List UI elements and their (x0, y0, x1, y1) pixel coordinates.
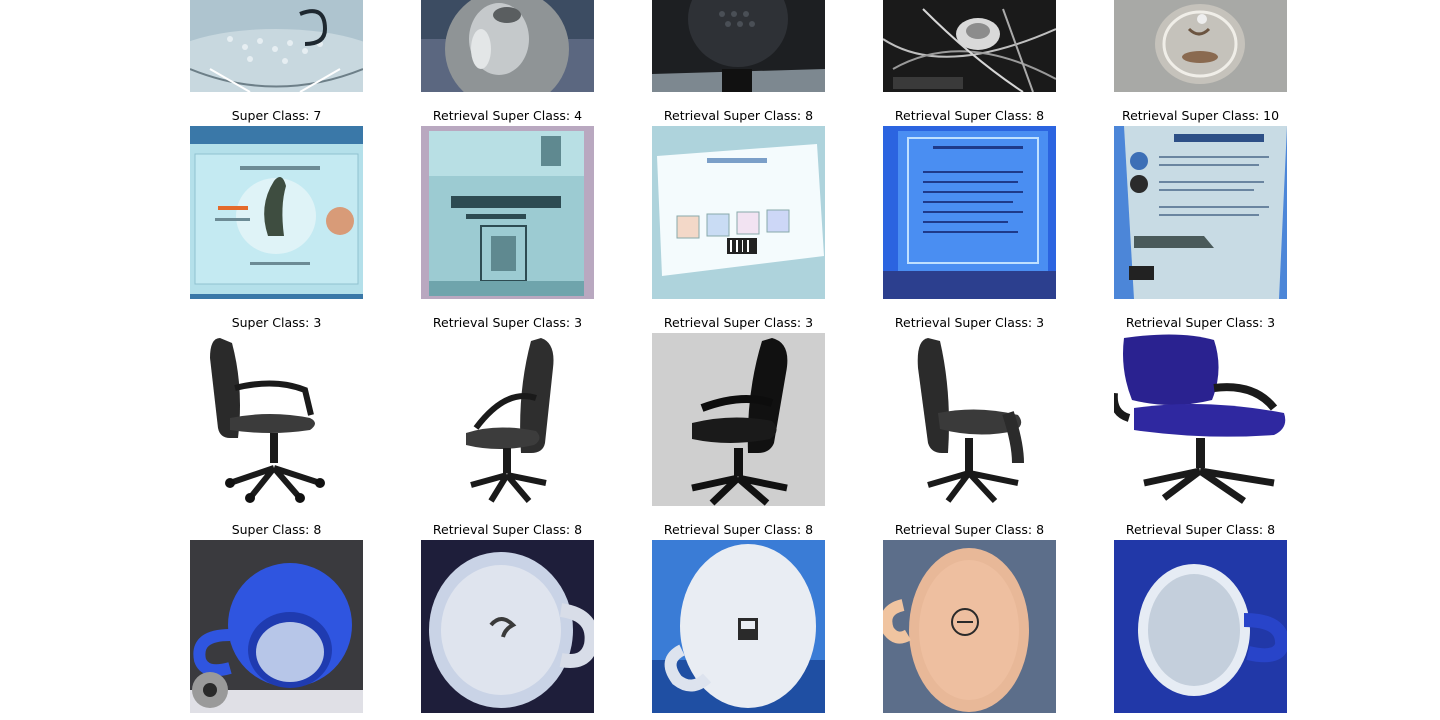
thumbnail (421, 333, 594, 506)
caption: Retrieval Super Class: 8 (894, 108, 1045, 123)
caption: Retrieval Super Class: 3 (432, 315, 583, 330)
thumbnail (1114, 126, 1287, 299)
caption: Super Class: 8 (231, 522, 322, 537)
caption: Super Class: 3 (231, 315, 322, 330)
thumbnail (190, 126, 363, 299)
thumbnail (1114, 0, 1287, 92)
caption: Retrieval Super Class: 3 (894, 315, 1045, 330)
thumbnail (1114, 540, 1287, 713)
caption: Retrieval Super Class: 3 (1125, 315, 1276, 330)
caption: Retrieval Super Class: 8 (663, 522, 814, 537)
thumbnail (883, 540, 1056, 713)
thumbnail (652, 540, 825, 713)
thumbnail (652, 126, 825, 299)
caption: Retrieval Super Class: 3 (663, 315, 814, 330)
thumbnail (883, 126, 1056, 299)
thumbnail (190, 540, 363, 713)
caption: Retrieval Super Class: 8 (432, 522, 583, 537)
thumbnail (190, 333, 363, 506)
thumbnail (883, 333, 1056, 506)
caption: Retrieval Super Class: 8 (663, 108, 814, 123)
thumbnail (190, 0, 363, 92)
thumbnail (652, 0, 825, 92)
thumbnail (1114, 333, 1287, 506)
caption: Retrieval Super Class: 8 (1125, 522, 1276, 537)
thumbnail (883, 0, 1056, 92)
thumbnail (652, 333, 825, 506)
caption: Super Class: 7 (231, 108, 322, 123)
thumbnail (421, 126, 594, 299)
caption: Retrieval Super Class: 8 (894, 522, 1045, 537)
thumbnail (421, 540, 594, 713)
caption: Retrieval Super Class: 10 (1121, 108, 1280, 123)
caption: Retrieval Super Class: 4 (432, 108, 583, 123)
thumbnail (421, 0, 594, 92)
